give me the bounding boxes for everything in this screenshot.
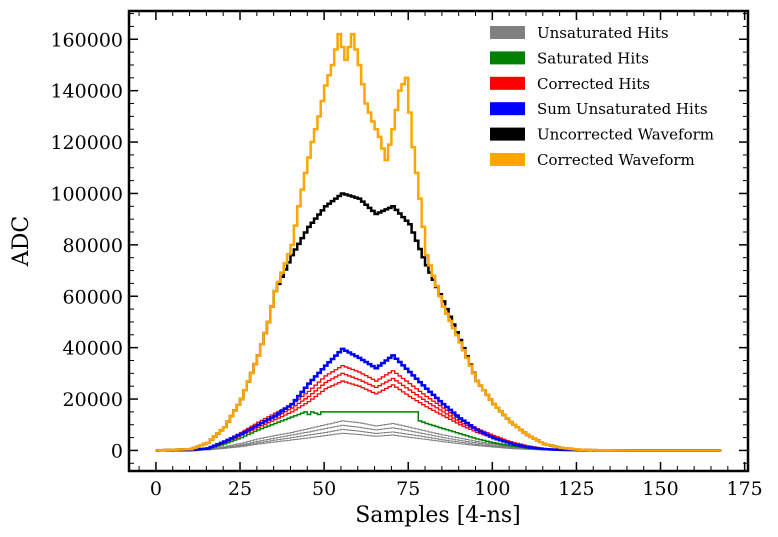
ticks-layer: 0 25 50 75 100 125 150 175 0 20000 40000 60000 80000… [50,11,763,500]
x-axis-title: Samples [4-ns] [355,503,521,528]
y-tick-label: 100000 [50,183,123,205]
legend-swatch-uncorrected-waveform [490,127,525,141]
x-tick-label: 50 [312,478,336,500]
x-tick-label: 175 [727,478,763,500]
legend-label-corrected-waveform: Corrected Waveform [537,151,695,169]
y-tick-label: 20000 [63,389,123,411]
legend-swatch-saturated-hits [490,51,525,65]
legend-swatch-sum-unsaturated-hits [490,102,525,116]
x-tick-label: 150 [642,478,678,500]
legend-swatch-unsaturated-hits [490,26,525,39]
x-tick-label: 125 [558,478,594,500]
x-tick-label: 0 [150,478,162,500]
legend-swatch-corrected-hits [490,76,525,90]
legend-label-uncorrected-waveform: Uncorrected Waveform [537,126,714,144]
y-tick-label: 40000 [63,338,123,360]
legend-label-unsaturated-hits: Unsaturated Hits [537,24,669,42]
y-tick-label: 80000 [63,235,123,257]
legend: Unsaturated Hits Saturated Hits Corrected … [490,24,714,169]
x-tick-label: 25 [228,478,252,500]
series-layer [155,32,722,452]
y-tick-label: 60000 [63,286,123,308]
y-tick-label: 120000 [50,132,123,154]
legend-swatch-corrected-waveform [490,153,525,166]
legend-label-sum-unsaturated-hits: Sum Unsaturated Hits [537,100,708,118]
y-axis-title: ADC [9,216,34,267]
legend-label-corrected-hits: Corrected Hits [537,75,650,93]
x-tick-label: 100 [474,478,510,500]
y-tick-label: 140000 [50,81,123,103]
y-tick-label: 0 [111,440,123,462]
plot-frame [127,9,750,473]
series-corrected-waveform [155,32,722,452]
y-tick-label: 160000 [50,29,123,51]
legend-label-saturated-hits: Saturated Hits [537,49,649,67]
x-tick-label: 75 [396,478,420,500]
